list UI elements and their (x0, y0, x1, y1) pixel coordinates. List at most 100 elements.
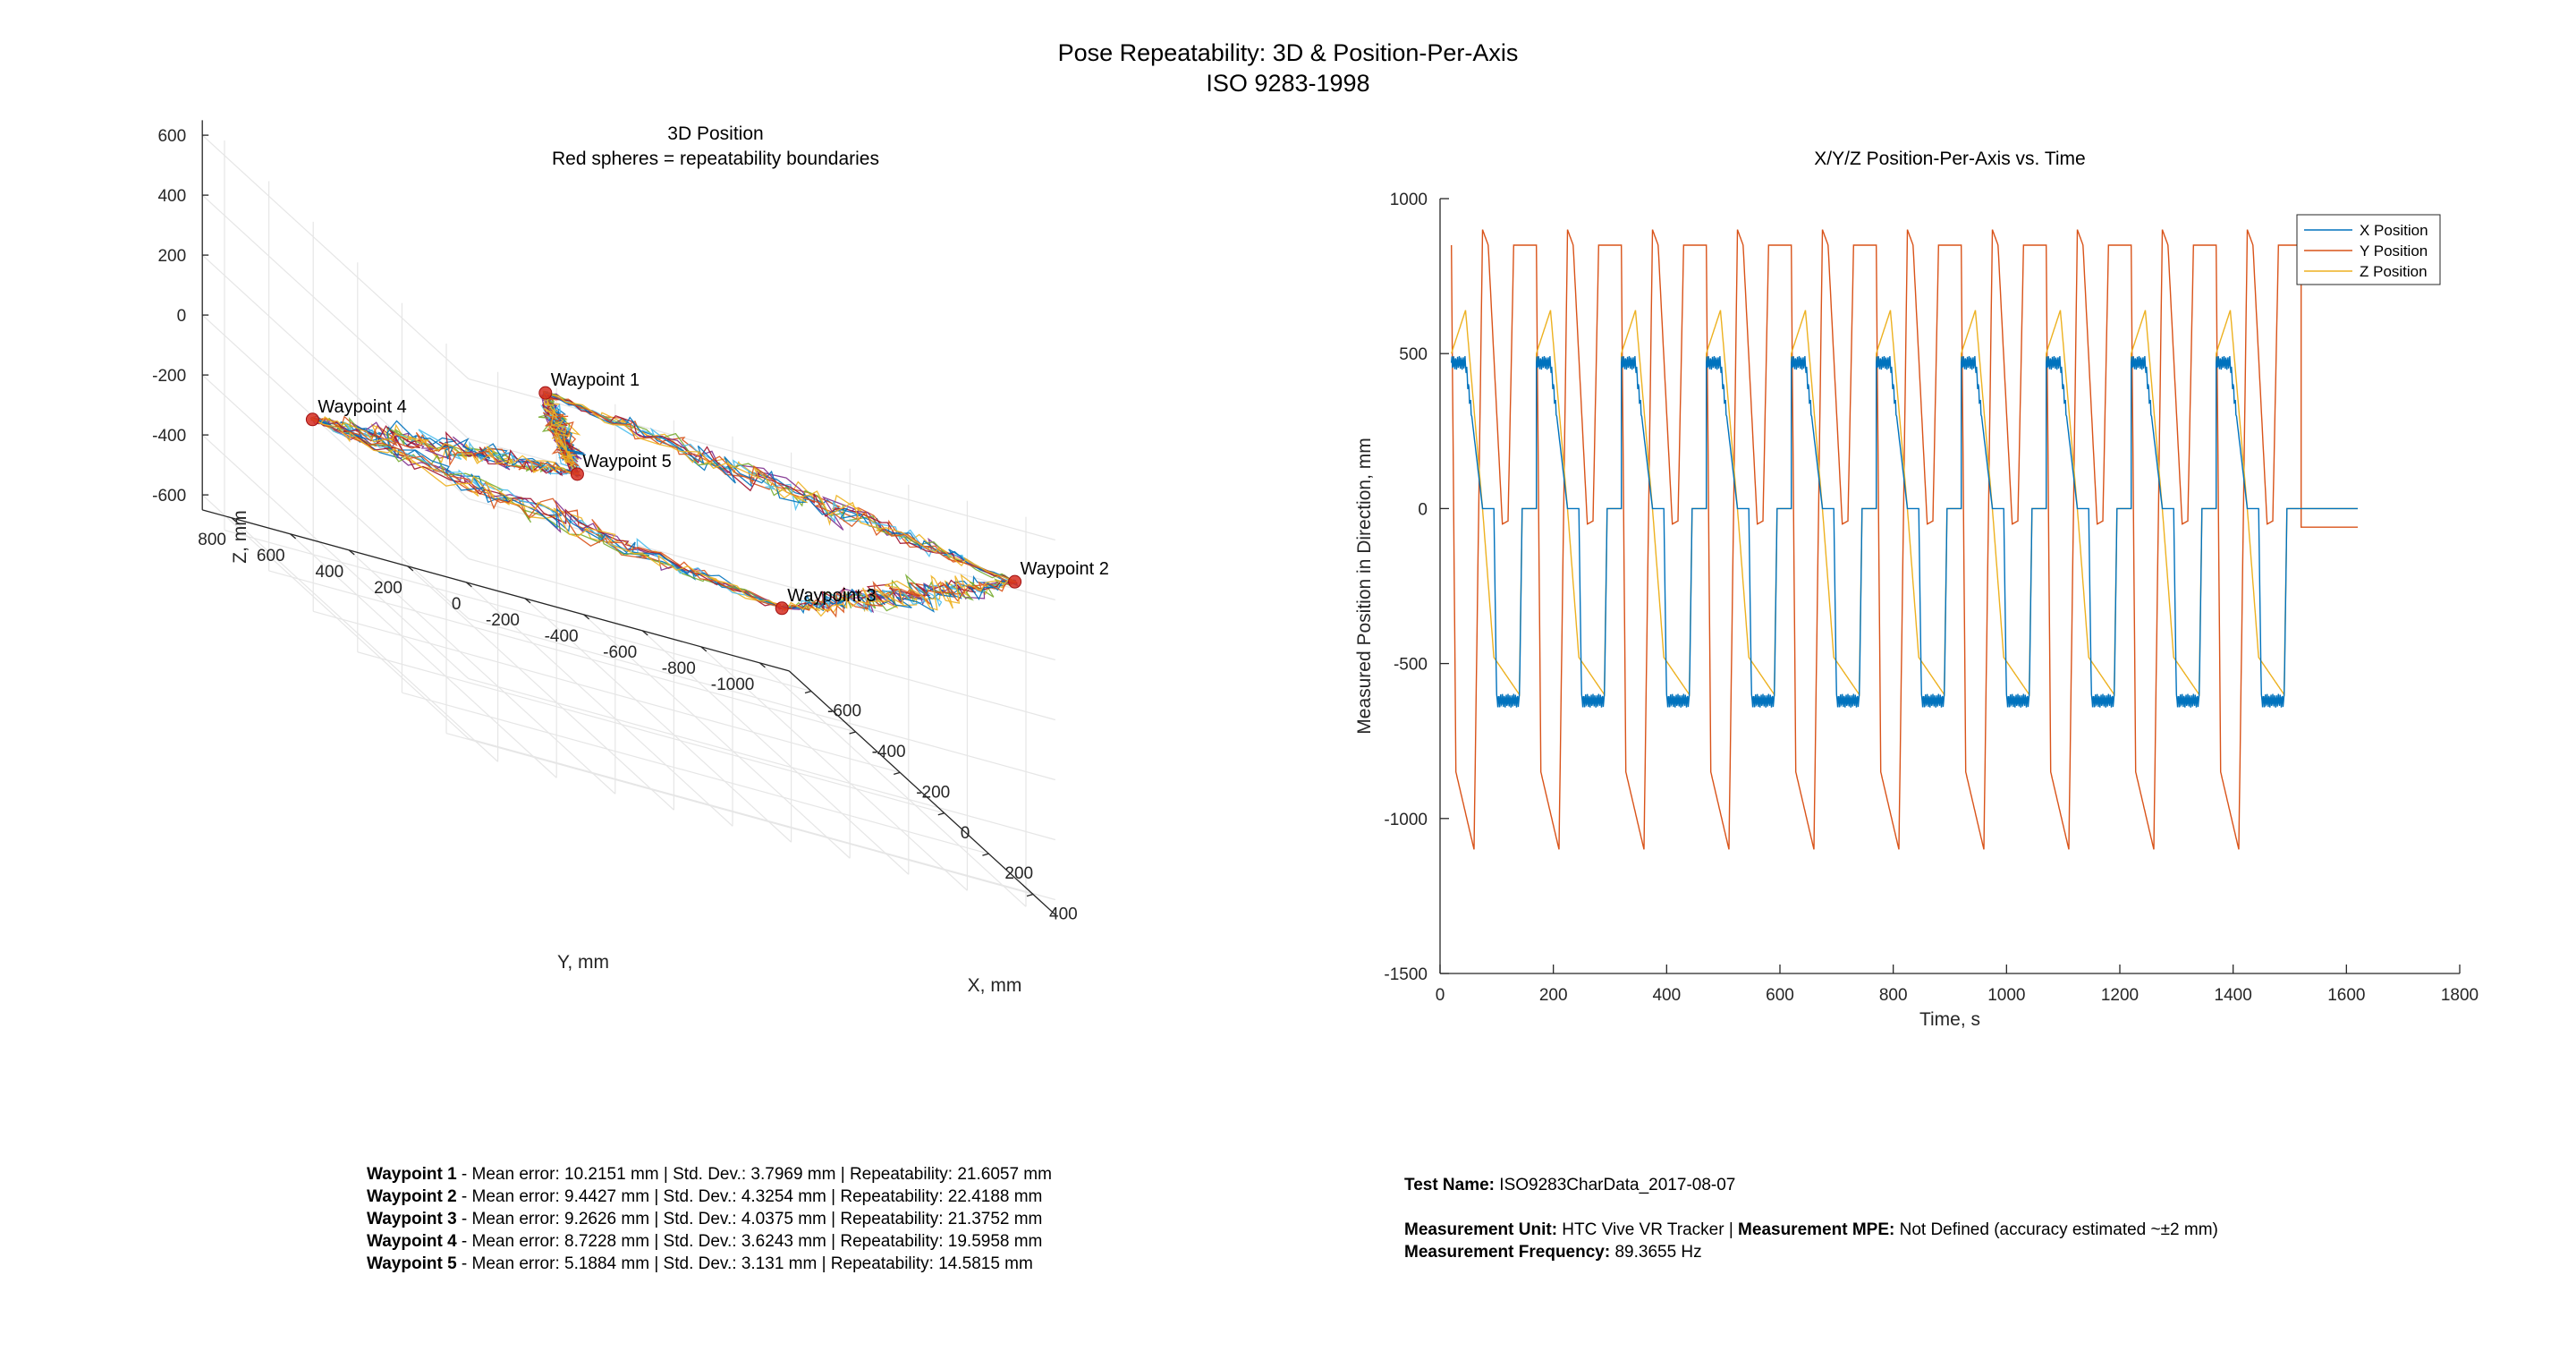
x-tick-label: 600 (1766, 986, 1794, 1005)
x-tick-label: 1200 (2101, 986, 2139, 1005)
waypoint-label: Waypoint 5 (582, 452, 671, 472)
x-tick-label: 1600 (2327, 986, 2365, 1005)
stat-name: Waypoint 2 (367, 1187, 457, 1206)
y-tick (407, 565, 414, 572)
grid-line (224, 529, 812, 693)
y-tick-label: 0 (1418, 500, 1428, 519)
grid-line (524, 598, 792, 843)
waypoint-label: Waypoint 2 (1021, 559, 1109, 579)
z-tick-label: -400 (152, 427, 186, 446)
x-tick-label: 1400 (2215, 986, 2252, 1005)
repeatability-sphere (775, 601, 789, 616)
x-tick (982, 853, 989, 856)
stat-text: - Mean error: 9.4427 mm | Std. Dev.: 4.3… (456, 1187, 1043, 1206)
z-tick-label: 0 (177, 307, 187, 326)
z-tick-label: 600 (157, 127, 186, 146)
mpe-label: Measurement MPE: (1738, 1220, 1895, 1239)
y-axis-label: Measured Position in Direction, mm (1354, 438, 1375, 734)
y-tick (348, 549, 355, 556)
chart-position-per-axis: 0 200 400 600 800 1000 1200 1400 1600 1800 1000 500… (1354, 191, 2479, 1030)
x-tick-label: 0 (961, 824, 970, 843)
grid-line (231, 517, 499, 762)
x-tick-label: 400 (1652, 986, 1681, 1005)
grid-line (268, 570, 856, 733)
figure-title: Pose Repeatability: 3D & Position-Per-Ax… (0, 38, 2576, 98)
grid-line (201, 194, 470, 439)
stat-text: - Mean error: 8.7228 mm | Std. Dev.: 3.6… (456, 1232, 1043, 1251)
y-tick-label: 0 (452, 595, 462, 614)
stat-name: Waypoint 5 (367, 1254, 457, 1273)
series-line-x-position (1451, 355, 2358, 708)
trajectory-run (309, 391, 1020, 615)
y-tick (641, 630, 648, 636)
axes-3d (201, 120, 1056, 915)
x-tick-label: 1000 (1987, 986, 2025, 1005)
trajectory-run (312, 390, 1017, 612)
legend: X Position Y Position Z Position (2296, 214, 2441, 285)
grid-line (201, 314, 470, 559)
y-tick-label: 600 (257, 547, 285, 565)
y-tick (231, 517, 238, 523)
waypoints-3d: Waypoint 1 Waypoint 2 Waypoint 3 Waypoint 4… (305, 370, 1109, 616)
series-time (1451, 229, 2358, 850)
stat-row-4: Waypoint 4 - Mean error: 8.7228 mm | Std… (367, 1230, 1052, 1253)
grid-line (468, 617, 1055, 781)
stat-text: - Mean error: 10.2151 mm | Std. Dev.: 3.… (456, 1165, 1052, 1184)
stat-name: Waypoint 4 (367, 1232, 457, 1251)
z-axis-label: Z, mm (230, 510, 250, 563)
x-tick (849, 731, 856, 735)
y-tick (290, 533, 297, 540)
grid-line (348, 549, 616, 795)
y-tick-label: -500 (1394, 656, 1428, 675)
x-axis-label: Time, s (1919, 1009, 1980, 1030)
chart-time-title: X/Y/Z Position-Per-Axis vs. Time (1814, 149, 2086, 169)
y-tick-label: 1000 (1390, 191, 1428, 209)
y-tick-label: -400 (545, 627, 579, 646)
grid-line (201, 374, 470, 619)
grid-line (468, 677, 1055, 841)
x-axis-line (788, 670, 1056, 915)
mpe-value: Not Defined (accuracy estimated ~±2 mm) (1894, 1220, 2218, 1239)
x-tick (1026, 893, 1034, 897)
trajectory-run (309, 393, 1018, 612)
chart-3d-position: 800 600 400 200 0 -200 -400 -600 -800 -1000 -600 -4… (152, 120, 1109, 996)
y-tick-label: 500 (1399, 345, 1428, 364)
stat-row-1: Waypoint 1 - Mean error: 10.2151 mm | St… (367, 1163, 1052, 1186)
x-tick (804, 690, 812, 694)
y-tick-label: 400 (315, 563, 343, 582)
x-axis-label: X, mm (968, 975, 1022, 996)
trajectory-run (310, 393, 1016, 618)
freq-row: Measurement Frequency: 89.3655 Hz (1404, 1241, 2218, 1263)
grid-line (465, 582, 733, 827)
series-line-y-position (1451, 229, 2358, 850)
grid-line (700, 646, 968, 891)
x-tick-label: 1800 (2441, 986, 2479, 1005)
chart-3d-title-block: 3D Position Red spheres = repeatability … (429, 122, 1002, 172)
y-tick-label: -1000 (711, 676, 755, 694)
y-tick-label: -200 (486, 611, 520, 630)
chart-3d-title: 3D Position (667, 123, 764, 144)
grid-line (201, 434, 470, 679)
stat-row-3: Waypoint 3 - Mean error: 9.2626 mm | Std… (367, 1208, 1052, 1230)
grid-line (407, 565, 674, 811)
grid-line (290, 533, 557, 778)
repeatability-sphere (305, 412, 319, 427)
freq-value: 89.3655 Hz (1610, 1243, 1702, 1262)
grid-line (468, 378, 1055, 541)
grid-line (468, 557, 1055, 721)
y-axis-line (202, 509, 790, 672)
stat-text: - Mean error: 5.1884 mm | Std. Dev.: 3.1… (456, 1254, 1033, 1273)
figure-title-line2: ISO 9283-1998 (1206, 70, 1370, 97)
unit-value: HTC Vive VR Tracker | (1557, 1220, 1739, 1239)
z-tick-label: -600 (152, 487, 186, 506)
x-tick-label: 200 (1539, 986, 1568, 1005)
z-tick-label: 200 (157, 247, 186, 266)
legend-label: Z Position (2360, 263, 2428, 280)
stat-row-2: Waypoint 2 - Mean error: 9.4427 mm | Std… (367, 1186, 1052, 1208)
legend-label: X Position (2360, 222, 2428, 239)
grid-line (758, 662, 1027, 907)
tick-labels-time: 0 200 400 600 800 1000 1200 1400 1600 1800 1000 500… (1384, 191, 2479, 1005)
grid-line (583, 614, 851, 859)
y-tick (700, 646, 708, 652)
z-tick-label: 400 (157, 187, 186, 206)
